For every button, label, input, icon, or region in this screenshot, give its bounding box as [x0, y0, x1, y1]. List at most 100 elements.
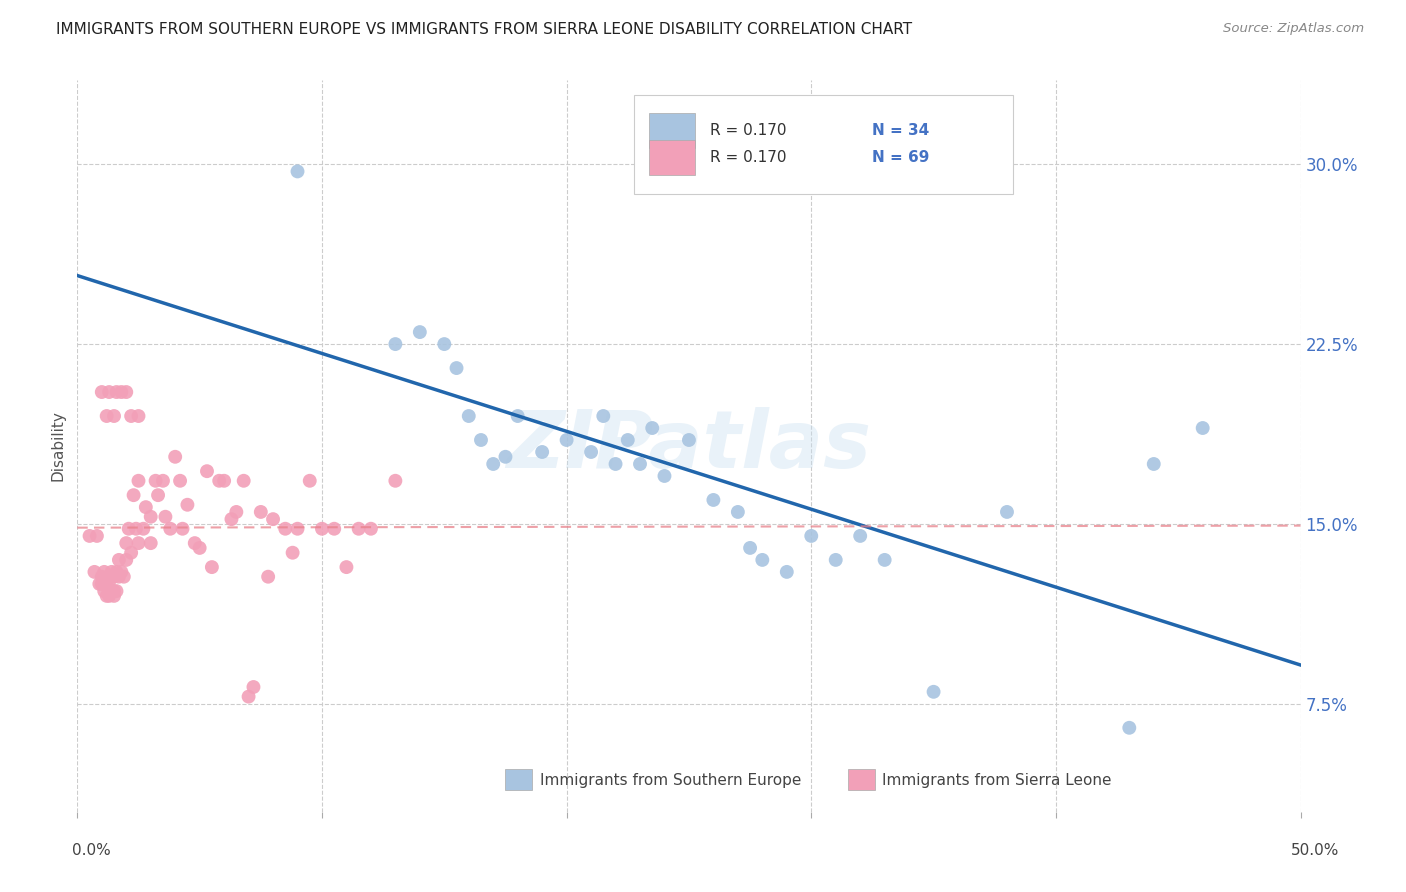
Point [727, 505, 749, 519]
Point [995, 505, 1018, 519]
Point [159, 522, 181, 536]
Point [617, 433, 640, 447]
Text: ZIPatlas: ZIPatlas [506, 407, 872, 485]
Point [125, 522, 148, 536]
Point [849, 529, 872, 543]
Point [90, 577, 112, 591]
Text: Immigrants from Sierra Leone: Immigrants from Sierra Leone [882, 772, 1112, 788]
Text: IMMIGRANTS FROM SOUTHERN EUROPE VS IMMIGRANTS FROM SIERRA LEONE DISABILITY CORRE: IMMIGRANTS FROM SOUTHERN EUROPE VS IMMIG… [56, 22, 912, 37]
Point [152, 474, 174, 488]
FancyBboxPatch shape [634, 95, 1014, 194]
Point [250, 505, 273, 519]
Point [105, 584, 128, 599]
Text: R = 0.170: R = 0.170 [710, 123, 786, 138]
Point [105, 385, 128, 400]
Point [98, 385, 121, 400]
Point [96, 409, 118, 423]
Point [108, 570, 131, 584]
Text: R = 0.170: R = 0.170 [710, 151, 786, 165]
Point [824, 553, 846, 567]
Y-axis label: Disability: Disability [51, 410, 66, 482]
Point [281, 546, 304, 560]
Point [184, 536, 207, 550]
Point [409, 325, 432, 339]
Point [628, 457, 651, 471]
Point [108, 553, 131, 567]
Point [579, 445, 602, 459]
Point [800, 529, 823, 543]
Point [100, 584, 122, 599]
Text: N = 69: N = 69 [873, 151, 929, 165]
Point [641, 421, 664, 435]
Point [118, 522, 141, 536]
Point [169, 474, 191, 488]
Point [127, 474, 149, 488]
Point [232, 474, 254, 488]
Point [274, 522, 297, 536]
Point [139, 536, 162, 550]
FancyBboxPatch shape [648, 113, 695, 148]
Point [506, 409, 529, 423]
Point [678, 433, 700, 447]
Point [103, 584, 125, 599]
Point [873, 553, 896, 567]
Point [105, 565, 128, 579]
Point [702, 492, 724, 507]
Point [89, 577, 111, 591]
Point [360, 522, 382, 536]
Point [110, 385, 132, 400]
Point [238, 690, 260, 704]
Point [298, 474, 321, 488]
Point [242, 680, 264, 694]
Point [1118, 721, 1140, 735]
Point [132, 522, 155, 536]
Point [262, 512, 284, 526]
Point [127, 536, 149, 550]
Point [555, 433, 578, 447]
Point [188, 541, 211, 555]
Point [112, 570, 135, 584]
Point [225, 505, 247, 519]
Point [93, 565, 115, 579]
Text: Source: ZipAtlas.com: Source: ZipAtlas.com [1223, 22, 1364, 36]
Point [470, 433, 492, 447]
Point [212, 474, 235, 488]
Point [98, 584, 121, 599]
Point [103, 570, 125, 584]
Point [323, 522, 346, 536]
Point [457, 409, 479, 423]
Point [83, 565, 105, 579]
Point [347, 522, 370, 536]
Point [103, 409, 125, 423]
Point [221, 512, 243, 526]
Point [96, 574, 118, 589]
Point [751, 553, 773, 567]
Point [135, 500, 157, 515]
Point [195, 464, 218, 478]
Point [115, 385, 138, 400]
Point [482, 457, 505, 471]
Text: 50.0%: 50.0% [1291, 843, 1339, 858]
Point [79, 529, 101, 543]
Point [208, 474, 231, 488]
FancyBboxPatch shape [648, 140, 695, 176]
Point [1143, 457, 1166, 471]
Point [605, 457, 627, 471]
Point [257, 570, 280, 584]
Point [287, 522, 309, 536]
Point [86, 529, 108, 543]
Text: N = 34: N = 34 [873, 123, 929, 138]
Point [922, 685, 945, 699]
FancyBboxPatch shape [848, 769, 875, 789]
Point [120, 409, 142, 423]
Point [93, 584, 115, 599]
Point [776, 565, 799, 579]
Point [172, 522, 194, 536]
FancyBboxPatch shape [506, 769, 533, 789]
Point [90, 570, 112, 584]
Point [155, 509, 177, 524]
Text: Immigrants from Southern Europe: Immigrants from Southern Europe [540, 772, 801, 788]
Point [110, 565, 132, 579]
Point [592, 409, 614, 423]
Point [287, 164, 309, 178]
